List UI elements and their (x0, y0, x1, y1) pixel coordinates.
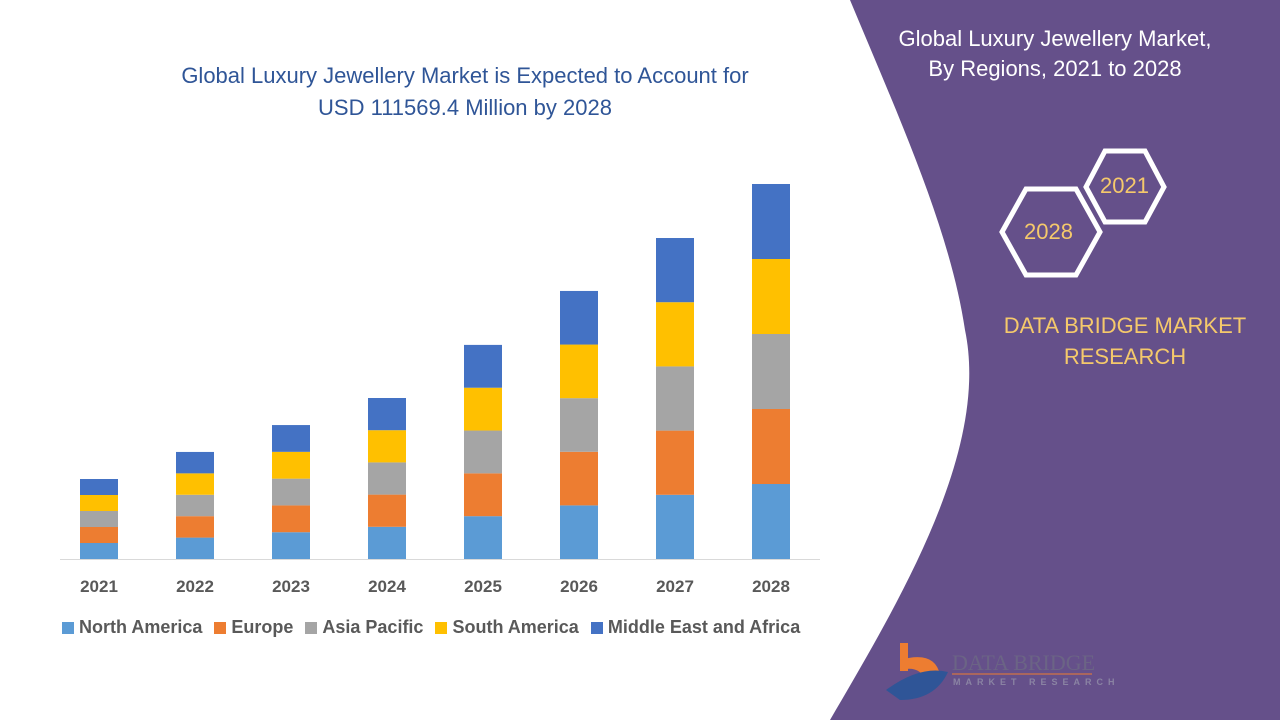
brand-name: DATA BRIDGE MARKET RESEARCH (990, 310, 1260, 372)
hex-label-2028: 2028 (1024, 219, 1073, 244)
bar-segment-2027-asia-pacific (656, 366, 694, 431)
legend-label: South America (452, 617, 579, 637)
legend-label: North America (79, 617, 203, 637)
bar-segment-2021-north-america (80, 543, 118, 559)
bar-segment-2027-europe (656, 430, 694, 495)
bar-segment-2028-middle-east-and-africa (752, 183, 790, 259)
bar-segment-2021-asia-pacific (80, 511, 118, 528)
bar-segment-2024-asia-pacific (368, 462, 406, 495)
x-tick-label: 2021 (80, 577, 118, 596)
bar-segment-2022-north-america (176, 537, 214, 559)
legend-label: Europe (231, 617, 294, 637)
bar-segment-2023-asia-pacific (272, 478, 310, 506)
bar-segment-2025-europe (464, 473, 502, 517)
legend-swatch (435, 621, 448, 634)
side-title-line2: By Regions, 2021 to 2028 (928, 56, 1182, 81)
hex-label-2021: 2021 (1100, 173, 1149, 198)
legend-swatch (214, 621, 227, 634)
chart-title-line2: USD 111569.4 Million by 2028 (318, 95, 612, 120)
bar-segment-2021-middle-east-and-africa (80, 479, 118, 496)
bar-segment-2022-middle-east-and-africa (176, 451, 214, 474)
bar-segment-2025-asia-pacific (464, 430, 502, 474)
bar-segment-2025-middle-east-and-africa (464, 344, 502, 388)
bar-segment-2025-south-america (464, 387, 502, 431)
legend-item: North America (62, 617, 202, 638)
bar-segment-2028-south-america (752, 258, 790, 334)
bar-segment-2026-asia-pacific (560, 398, 598, 452)
bar-segment-2028-europe (752, 408, 790, 484)
bar-segment-2024-europe (368, 494, 406, 527)
legend-item: South America (435, 617, 579, 638)
bar-segment-2027-south-america (656, 302, 694, 367)
x-tick-label: 2022 (176, 577, 214, 596)
side-panel (830, 0, 1280, 720)
x-tick-label: 2028 (752, 577, 790, 596)
bar-segment-2027-north-america (656, 494, 694, 559)
legend: North America Europe Asia Pacific South Ame… (62, 617, 800, 638)
bar-segment-2028-asia-pacific (752, 333, 790, 409)
chart-title: Global Luxury Jewellery Market is Expect… (100, 60, 830, 124)
bar-segment-2027-middle-east-and-africa (656, 238, 694, 303)
x-tick-label: 2026 (560, 577, 598, 596)
bar-segment-2024-south-america (368, 430, 406, 463)
x-tick-label: 2027 (656, 577, 694, 596)
legend-swatch (590, 621, 603, 634)
logo-text: DATA BRIDGE (952, 650, 1096, 675)
brand-line2: RESEARCH (1063, 344, 1187, 369)
bar-segment-2024-north-america (368, 526, 406, 559)
bar-segment-2024-middle-east-and-africa (368, 398, 406, 431)
bar-segment-2022-south-america (176, 473, 214, 495)
bar-segment-2023-north-america (272, 532, 310, 559)
bar-segment-2026-north-america (560, 505, 598, 559)
bar-segment-2022-europe (176, 516, 214, 538)
bar-segment-2026-south-america (560, 344, 598, 399)
legend-item: Middle East and Africa (590, 617, 801, 638)
side-title-line1: Global Luxury Jewellery Market, (898, 26, 1212, 51)
legend-item: Asia Pacific (305, 617, 423, 638)
bar-segment-2022-asia-pacific (176, 494, 214, 517)
bar-segment-2028-north-america (752, 483, 790, 559)
legend-label: Asia Pacific (322, 617, 424, 637)
x-tick-label: 2024 (368, 577, 406, 596)
brand-line1: DATA BRIDGE MARKET (1003, 313, 1247, 338)
side-title: Global Luxury Jewellery Market, By Regio… (880, 24, 1230, 84)
bar-segment-2023-europe (272, 505, 310, 533)
legend-swatch (305, 621, 318, 634)
bar-segment-2021-europe (80, 527, 118, 544)
bar-segment-2026-europe (560, 451, 598, 506)
hexagon-2028 (999, 186, 1103, 278)
x-tick-label: 2023 (272, 577, 310, 596)
legend-label: Middle East and Africa (607, 617, 801, 637)
bar-segment-2026-middle-east-and-africa (560, 290, 598, 345)
legend-item: Europe (214, 617, 293, 638)
bar-segment-2023-middle-east-and-africa (272, 425, 310, 452)
legend-swatch (62, 621, 74, 634)
bar-segment-2023-south-america (272, 451, 310, 479)
logo-icon (886, 643, 948, 700)
bars-group: 2021 2022 2023 2024 2025 2026 2027 2028 (80, 183, 790, 596)
logo-subtext: MARKET RESEARCH (953, 677, 1120, 687)
x-tick-label: 2025 (464, 577, 502, 596)
chart-title-line1: Global Luxury Jewellery Market is Expect… (181, 63, 749, 88)
bar-segment-2025-north-america (464, 516, 502, 559)
hexagon-2021 (1083, 148, 1167, 225)
bar-segment-2021-south-america (80, 495, 118, 512)
